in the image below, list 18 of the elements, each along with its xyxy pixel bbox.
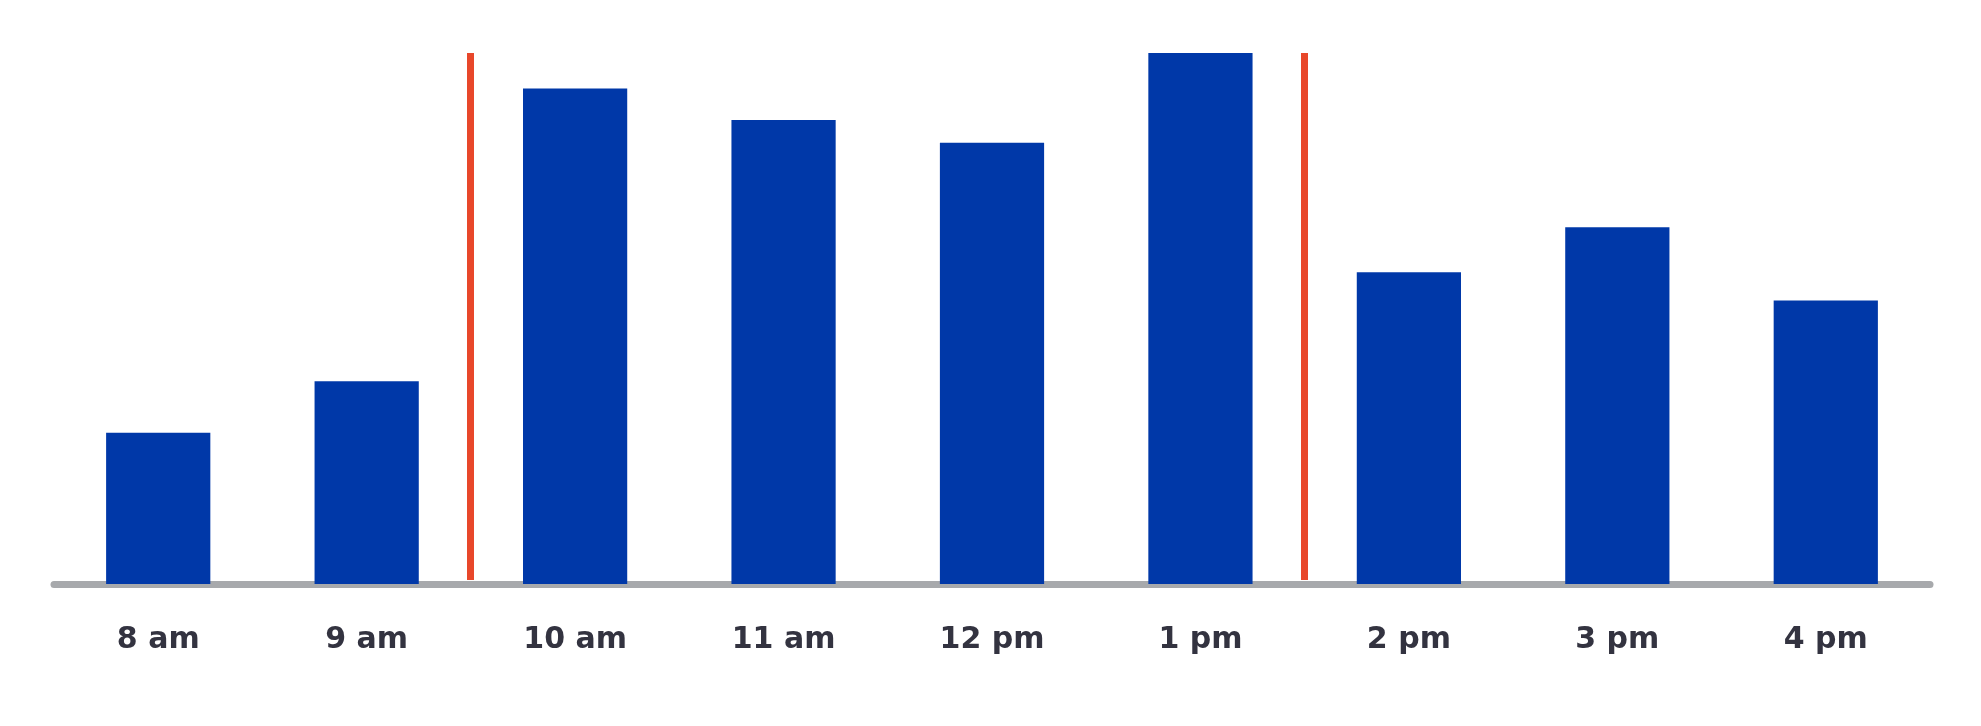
bar xyxy=(939,142,1045,584)
bar xyxy=(1148,53,1253,584)
x-tick-label: 10 am xyxy=(523,619,627,655)
x-tick-label: 4 pm xyxy=(1783,619,1868,655)
x-tick-label: 8 am xyxy=(116,619,200,655)
bar xyxy=(523,88,628,584)
x-tick-label: 9 am xyxy=(325,619,409,655)
x-tick-label: 12 pm xyxy=(939,619,1045,655)
x-tick-label: 11 am xyxy=(731,619,836,655)
bar xyxy=(1356,272,1461,584)
x-tick-label: 1 pm xyxy=(1158,619,1243,655)
bar xyxy=(106,432,211,584)
bar xyxy=(1773,300,1878,584)
bar xyxy=(314,381,419,584)
bar xyxy=(731,119,836,584)
x-tick-label: 3 pm xyxy=(1575,619,1660,655)
x-tick-label: 2 pm xyxy=(1366,619,1451,655)
bar xyxy=(1565,227,1670,584)
